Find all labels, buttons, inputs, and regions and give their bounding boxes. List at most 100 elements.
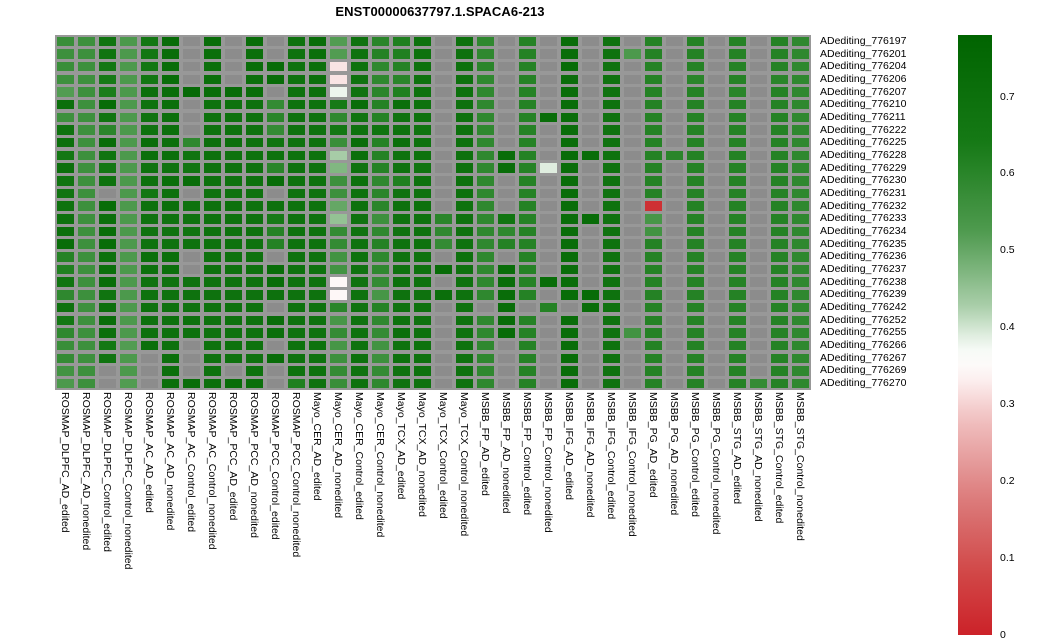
heatmap-cell [434, 315, 453, 325]
heatmap-cell [707, 201, 726, 211]
heatmap-cell [350, 302, 369, 313]
heatmap-cell [350, 214, 369, 224]
heatmap-cell [350, 163, 369, 173]
heatmap-cell [287, 290, 306, 300]
heatmap-cell [56, 340, 75, 351]
heatmap-cell [728, 74, 747, 85]
heatmap-cell [518, 125, 537, 135]
heatmap-cell [413, 74, 432, 85]
heatmap-cell [434, 49, 453, 59]
heatmap-cell [266, 264, 285, 275]
heatmap-cell [665, 328, 684, 338]
heatmap-cell [392, 378, 411, 389]
column-label: MSBB_FP_AD_nonedited [499, 392, 512, 514]
heatmap-cell [518, 150, 537, 161]
heatmap-cell [98, 302, 117, 313]
heatmap-cell [665, 138, 684, 148]
heatmap-cell [140, 302, 159, 313]
heatmap-cell [350, 74, 369, 85]
heatmap-cell [287, 340, 306, 351]
row-label: ADediting_776207 [820, 85, 907, 98]
heatmap-cell [623, 36, 642, 47]
heatmap-cell [707, 328, 726, 338]
heatmap-cell [518, 290, 537, 300]
colorbar-tick-label: 0.7 [1000, 90, 1015, 103]
heatmap-cell [560, 277, 579, 287]
row-label: ADediting_776228 [820, 148, 907, 161]
heatmap-cell [413, 366, 432, 376]
heatmap-cell [644, 112, 663, 123]
heatmap-cell [623, 138, 642, 148]
heatmap-cell [161, 277, 180, 287]
heatmap-cell [539, 252, 558, 262]
heatmap-cell [182, 328, 201, 338]
heatmap-cell [350, 61, 369, 72]
heatmap-cell [98, 99, 117, 110]
heatmap-cell [287, 176, 306, 186]
heatmap-cell [644, 61, 663, 72]
heatmap-cell [161, 353, 180, 364]
heatmap-cell [161, 302, 180, 313]
heatmap-cell [371, 340, 390, 351]
heatmap-cell [350, 239, 369, 249]
heatmap-cell [350, 188, 369, 199]
heatmap-cell [266, 315, 285, 325]
heatmap-cell [728, 125, 747, 135]
heatmap-cell [266, 61, 285, 72]
heatmap-cell [203, 125, 222, 135]
heatmap-cell [686, 226, 705, 237]
heatmap-cell [392, 264, 411, 275]
heatmap-cell [476, 277, 495, 287]
heatmap-cell [266, 239, 285, 249]
heatmap-cell [686, 87, 705, 97]
heatmap-cell [434, 188, 453, 199]
heatmap-cell [308, 49, 327, 59]
heatmap-cell [749, 87, 768, 97]
heatmap-cell [707, 378, 726, 389]
heatmap-cell [791, 239, 810, 249]
heatmap-cell [455, 214, 474, 224]
heatmap-cell [539, 264, 558, 275]
heatmap-cell [182, 36, 201, 47]
heatmap-cell [434, 99, 453, 110]
heatmap-cell [98, 61, 117, 72]
heatmap-cell [98, 36, 117, 47]
heatmap-cell [497, 315, 516, 325]
heatmap-cell [770, 353, 789, 364]
heatmap-cell [308, 112, 327, 123]
heatmap-cell [77, 112, 96, 123]
heatmap-cell [665, 112, 684, 123]
heatmap-cell [119, 176, 138, 186]
heatmap-cell [98, 201, 117, 211]
heatmap-cell [434, 214, 453, 224]
heatmap-cell [665, 87, 684, 97]
heatmap-cell [119, 61, 138, 72]
heatmap-cell [56, 302, 75, 313]
heatmap-cell [56, 188, 75, 199]
heatmap-cell [161, 239, 180, 249]
column-label: ROSMAP_AC_AD_edited [142, 392, 155, 513]
heatmap-cell [476, 340, 495, 351]
heatmap-cell [224, 340, 243, 351]
column-label: MSBB_IFG_Control_nonedited [625, 392, 638, 537]
heatmap-cell [392, 239, 411, 249]
column-label: Mayo_TCX_AD_edited [394, 392, 407, 500]
heatmap-cell [623, 226, 642, 237]
heatmap-cell [518, 328, 537, 338]
heatmap-cell [224, 150, 243, 161]
heatmap-cell [770, 378, 789, 389]
heatmap-cell [119, 226, 138, 237]
heatmap-cell [623, 378, 642, 389]
heatmap-cell [665, 353, 684, 364]
heatmap-cell [686, 214, 705, 224]
heatmap-cell [350, 226, 369, 237]
heatmap-cell [476, 366, 495, 376]
heatmap-cell [77, 87, 96, 97]
heatmap-cell [644, 328, 663, 338]
heatmap-cell [455, 290, 474, 300]
heatmap-cell [308, 201, 327, 211]
heatmap-cell [77, 201, 96, 211]
heatmap-cell [308, 176, 327, 186]
heatmap-cell [119, 328, 138, 338]
heatmap-cell [518, 252, 537, 262]
